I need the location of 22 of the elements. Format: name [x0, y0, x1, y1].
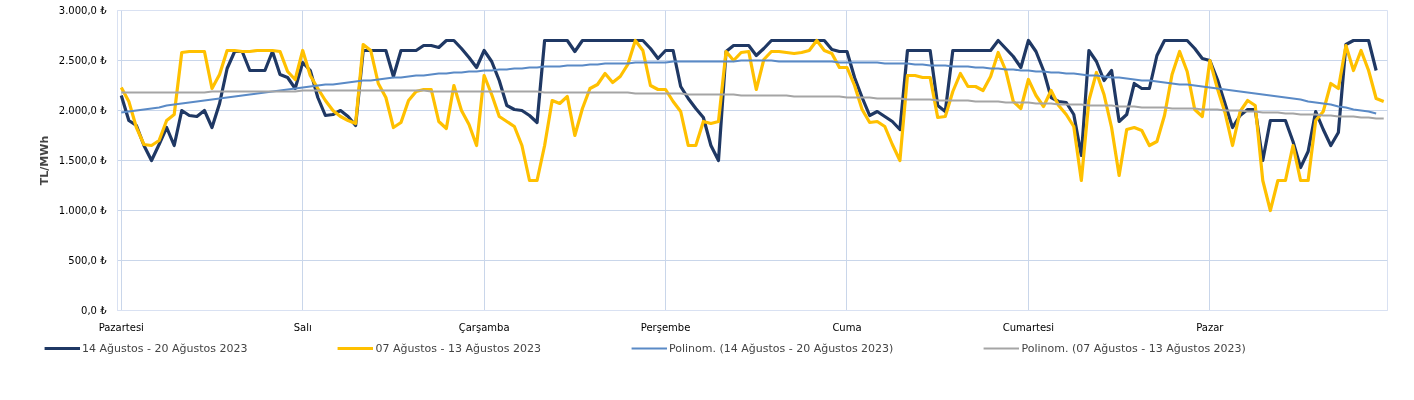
y-tick-label: 500,0 ₺ — [68, 255, 108, 266]
y-tick-label: 3.000,0 ₺ — [58, 5, 108, 16]
legend-label: 07 Ağustos - 13 Ağustos 2023 — [375, 341, 541, 355]
y-tick-label: 0,0 ₺ — [81, 305, 108, 316]
line-series — [120, 59, 1378, 115]
y-tick-label: 2.000,0 ₺ — [58, 105, 108, 116]
legend-label: Polinom. (14 Ağustos - 20 Ağustos 2023) — [668, 341, 894, 355]
legend-label: 14 Ağustos - 20 Ağustos 2023 — [82, 341, 248, 355]
y-tick-label: 1.000,0 ₺ — [58, 205, 108, 216]
x-tick-label: Salı — [293, 321, 312, 333]
x-tick-label: Çarşamba — [458, 321, 510, 333]
x-tick-label: Cuma — [832, 321, 862, 333]
legend-label: Polinom. (07 Ağustos - 13 Ağustos 2023) — [1021, 341, 1246, 355]
x-tick-label: Pazartesi — [98, 321, 144, 333]
x-tick-label: Cumartesi — [1002, 321, 1055, 333]
x-tick-label: Pazar — [1196, 321, 1225, 333]
y-tick-label: 1.500,0 ₺ — [58, 155, 108, 166]
line-series — [119, 38, 1386, 213]
y-tick-label: 2.500,0 ₺ — [58, 55, 108, 66]
y-axis-title: TL/MWh — [37, 135, 51, 186]
line-series — [120, 89, 1385, 120]
x-tick-label: Perşembe — [640, 321, 691, 333]
